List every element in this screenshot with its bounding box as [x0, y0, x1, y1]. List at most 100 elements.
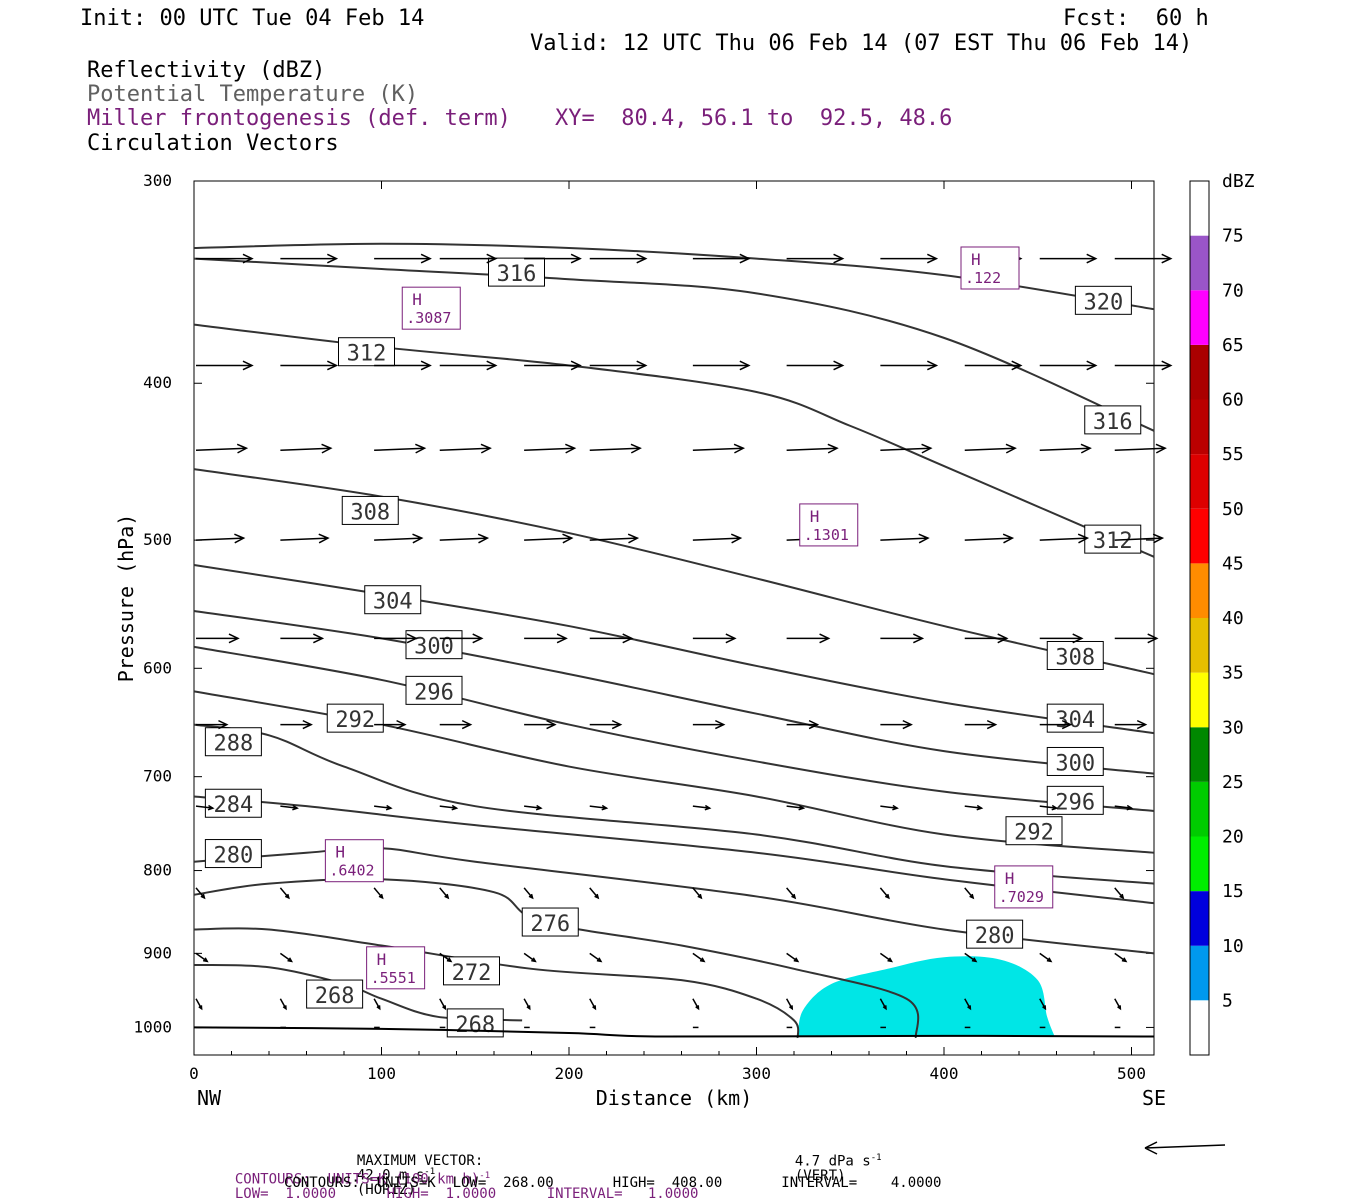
frontogenesis-high-value: .5551: [371, 969, 416, 987]
circulation-vector: [589, 998, 597, 1010]
circulation-vector-head: [461, 719, 473, 730]
theta-contour-label: 308: [1055, 645, 1095, 670]
theta-contour-label: 268: [455, 1013, 495, 1038]
circulation-vector-head: [819, 633, 831, 644]
circulation-vector: [439, 805, 457, 809]
circulation-vector: [195, 998, 203, 1010]
theta-contour-label: 268: [315, 984, 355, 1009]
circulation-vector-head: [442, 1005, 447, 1011]
circulation-vector-head: [1136, 719, 1148, 730]
circulation-vector: [1114, 537, 1163, 541]
colorbar-frame: [1189, 180, 1210, 1056]
theta-label-box: [1005, 816, 1063, 846]
colorbar-bin: [1190, 781, 1209, 837]
cross-section-xy: XY= 80.4, 56.1 to 92.5, 48.6: [555, 106, 953, 131]
frontogenesis-high-value: .122: [965, 269, 1001, 287]
circulation-vector-head: [1121, 957, 1128, 963]
contours-frontogenesis: CONTOURS: UNITS=K (100 km h)-1 LOW= 1.00…: [218, 1158, 699, 1201]
frontogenesis-high-box: [799, 503, 859, 547]
colorbar-tick-label: 35: [1222, 663, 1244, 684]
max-vector-vert: 4.7 dPa s: [794, 1153, 871, 1170]
circulation-vector-head: [526, 1005, 531, 1011]
circulation-vector: [964, 998, 972, 1010]
colorbar-tick-label: 45: [1222, 553, 1244, 574]
theta-label-box: [1084, 405, 1142, 435]
circulation-vector-head: [1086, 360, 1098, 371]
circulation-vector-head: [236, 443, 249, 454]
circulation-vector-head: [477, 533, 490, 544]
circulation-vector: [279, 887, 290, 899]
circulation-vector-head: [480, 443, 492, 454]
y-tick-label: 700: [143, 767, 172, 786]
colorbar-tick-label: 30: [1222, 717, 1244, 738]
field-theta: Potential Temperature (K): [87, 82, 419, 107]
circulation-vector-head: [1072, 633, 1084, 644]
circulation-vector-head: [622, 633, 634, 644]
colorbar-tick-label: 25: [1222, 772, 1244, 793]
circulation-vector: [785, 998, 793, 1010]
circulation-vector-head: [292, 804, 299, 811]
frontogenesis-high-box: [401, 286, 461, 330]
circulation-vector: [523, 998, 531, 1010]
theta-contour-label: 296: [414, 680, 454, 705]
y-tick-label: 400: [143, 373, 172, 392]
circulation-vector-head: [882, 1005, 887, 1011]
circulation-vector-head: [1080, 443, 1092, 454]
circulation-vector-head: [611, 719, 623, 730]
theta-label-box: [341, 495, 399, 525]
circulation-vector-head: [451, 804, 459, 811]
theta-contour-label: 316: [497, 262, 537, 287]
circulation-vector: [1114, 998, 1122, 1010]
y-tick-label: 600: [143, 658, 172, 677]
circulation-vector: [1039, 805, 1057, 809]
frontogenesis-high-value: .1301: [804, 526, 849, 544]
circulation-vector-head: [1077, 533, 1090, 544]
circulation-vector: [1039, 952, 1052, 962]
circulation-vector-head: [971, 957, 978, 963]
circulation-vector-head: [967, 1005, 972, 1011]
circulation-vector: [195, 805, 213, 809]
colorbar-title: dBZ: [1222, 171, 1255, 192]
theta-contour-label: 276: [530, 912, 570, 937]
theta-contour-label: 304: [1055, 708, 1095, 733]
circulation-vector-head: [396, 719, 407, 730]
theta-contour-label: 284: [214, 793, 254, 818]
circulation-vector-head: [486, 360, 498, 371]
frontogenesis-high-marker: H: [412, 290, 422, 309]
colorbar-bin-lowest: [1190, 1000, 1209, 1055]
circulation-vector-head: [1161, 253, 1173, 264]
colorbar-bin: [1190, 945, 1209, 1001]
colorbar-bin: [1190, 836, 1209, 892]
x-right-label: SE: [1142, 1086, 1166, 1110]
circulation-vector-head: [892, 804, 899, 811]
colorbar-bin: [1190, 181, 1209, 236]
circulation-vector-head: [739, 253, 751, 264]
theta-label-box: [1046, 703, 1104, 733]
colorbar-bin: [1190, 235, 1209, 291]
theta-label-box: [326, 703, 384, 733]
circulation-vector: [374, 805, 392, 809]
circulation-vector: [1114, 887, 1124, 899]
circulation-vector-head: [228, 633, 240, 644]
y-tick-label: 800: [143, 861, 172, 880]
frontogenesis-high-marker: H: [377, 950, 387, 969]
circulation-vector: [692, 447, 744, 452]
circulation-vector-head: [918, 533, 930, 544]
circulation-vector-head: [884, 893, 890, 900]
theta-contour-316: [193, 257, 1155, 432]
frontogenesis-high-marker: H: [335, 843, 345, 862]
theta-contour-label: 312: [347, 342, 387, 367]
circulation-vector: [879, 887, 890, 899]
circulation-vector-head: [695, 1005, 700, 1011]
circulation-vector: [1114, 447, 1166, 452]
theta-contour-284: [193, 795, 1155, 905]
circulation-vector: [1039, 998, 1047, 1010]
frontogenesis-high-value: .3087: [406, 309, 451, 327]
field-vectors: Circulation Vectors: [87, 131, 339, 156]
theta-label-box: [204, 727, 262, 757]
circulation-vector-head: [1011, 360, 1023, 371]
circulation-vector-head: [1155, 443, 1167, 454]
frontogenesis-high-value: .6402: [329, 862, 374, 880]
circulation-vector-head: [730, 533, 743, 544]
colorbar-bin: [1190, 563, 1209, 618]
